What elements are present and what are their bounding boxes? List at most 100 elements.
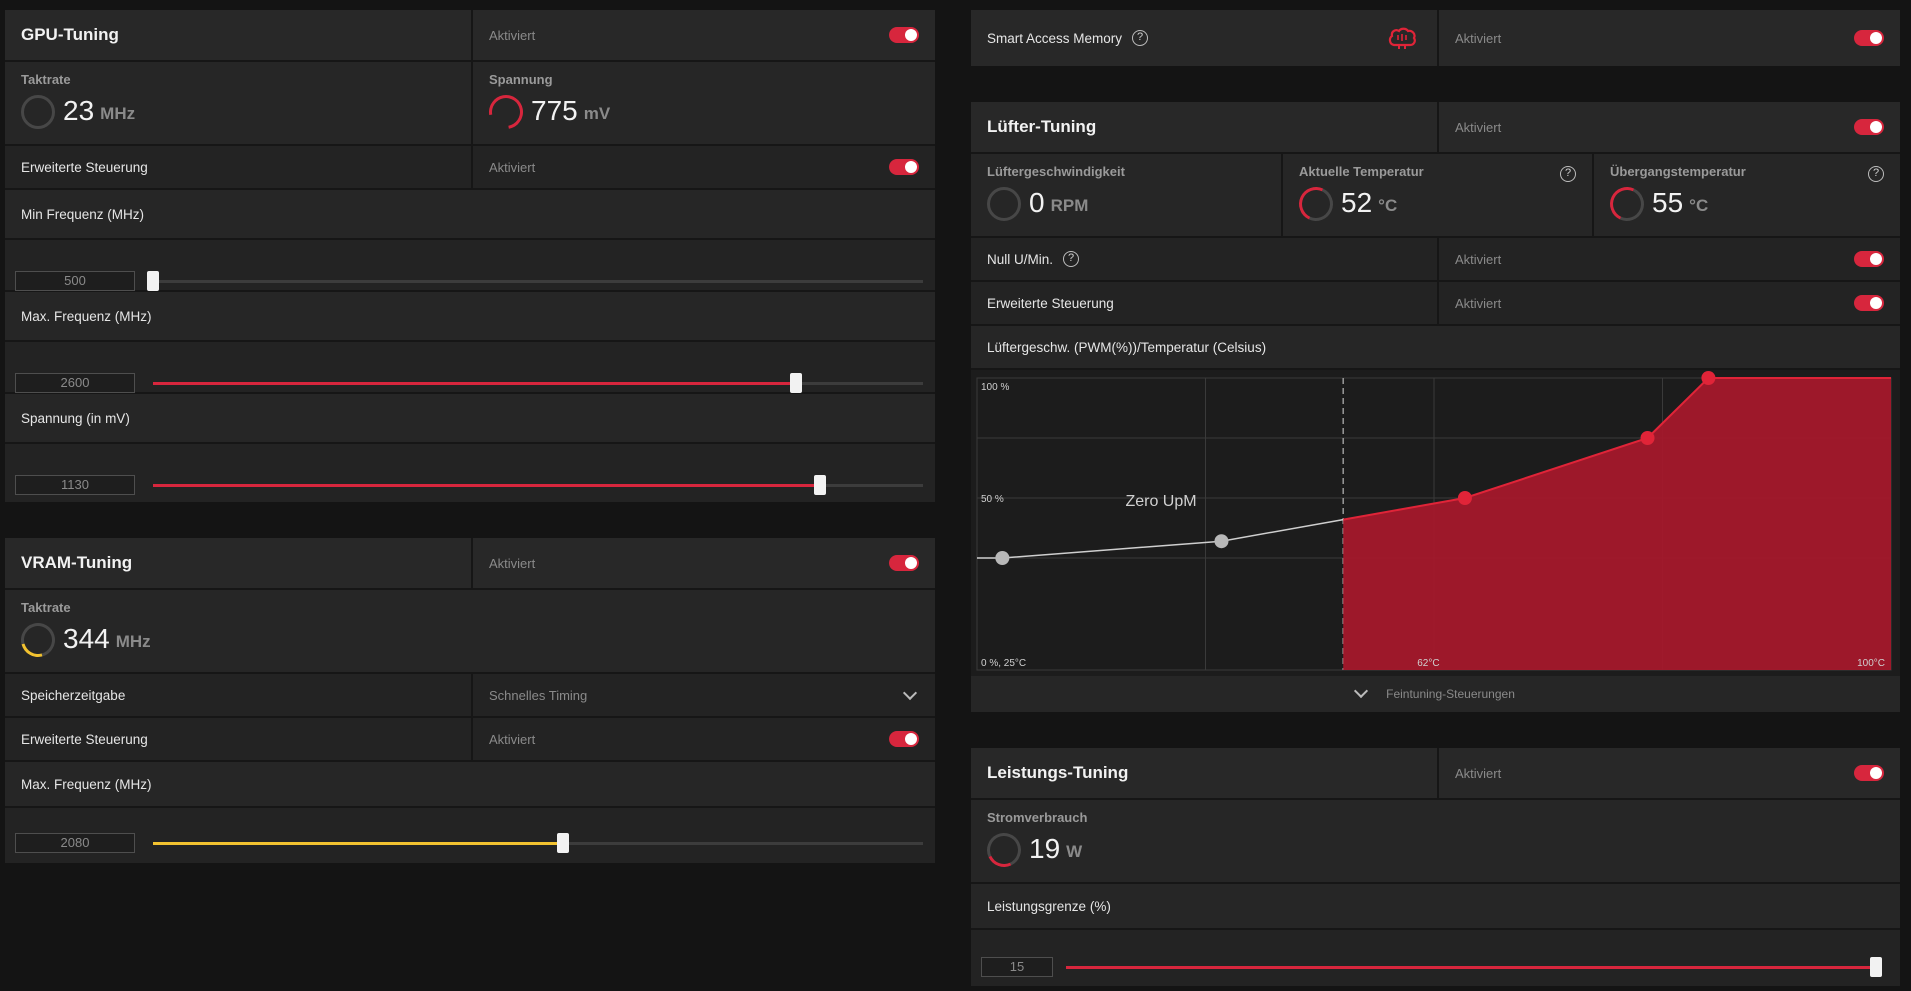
sam-panel: Smart Access Memory ? Aktiviert bbox=[971, 10, 1900, 66]
gpu-max-freq-input[interactable]: 2600 bbox=[15, 373, 135, 393]
gpu-tuning-status: Aktiviert bbox=[489, 27, 536, 43]
gpu-advanced-toggle[interactable] bbox=[889, 159, 919, 175]
vram-advanced-toggle[interactable] bbox=[889, 731, 919, 747]
gpu-voltage-unit: mV bbox=[583, 104, 611, 123]
gpu-tuning-panel: GPU-Tuning Aktiviert Taktrate 23 MHz Spa… bbox=[5, 10, 935, 502]
sam-label: Smart Access Memory bbox=[987, 30, 1123, 46]
power-usage-metric: Stromverbrauch 19 W bbox=[971, 800, 1437, 882]
power-usage-unit: W bbox=[1066, 842, 1083, 861]
fan-junction-value: 55 bbox=[1652, 187, 1684, 218]
fan-curve-title: Lüftergeschw. (PWM(%))/Temperatur (Celsi… bbox=[987, 339, 1267, 355]
vram-clock-gauge-icon bbox=[14, 616, 62, 664]
power-limit-thumb[interactable] bbox=[1870, 957, 1882, 977]
vram-timing-label: Speicherzeitgabe bbox=[21, 687, 126, 703]
gpu-voltage-label: Spannung bbox=[489, 72, 553, 87]
gpu-clock-gauge-icon bbox=[21, 95, 55, 129]
vram-tuning-toggle[interactable] bbox=[889, 555, 919, 571]
vram-advanced-label: Erweiterte Steuerung bbox=[21, 731, 148, 747]
gpu-max-freq-thumb[interactable] bbox=[789, 373, 802, 393]
help-icon[interactable]: ? bbox=[1132, 30, 1149, 46]
gpu-clock-value: 23 bbox=[63, 95, 95, 126]
fan-speed-metric: Lüftergeschwindigkeit 0 RPM bbox=[971, 154, 1281, 236]
gpu-clock-metric: Taktrate 23 MHz bbox=[5, 62, 471, 144]
gpu-tuning-toggle[interactable] bbox=[889, 27, 919, 43]
sam-toggle[interactable] bbox=[1854, 30, 1884, 46]
y-tick-label-50: 50 % bbox=[981, 494, 1004, 505]
gpu-voltage-limit-input[interactable]: 1130 bbox=[15, 475, 135, 495]
y-tick-label-0: 0 %, 25°C bbox=[981, 658, 1026, 669]
fan-junction-metric: Übergangstemperatur ? 55 °C bbox=[1592, 154, 1900, 236]
vram-timing-dropdown[interactable]: Schnelles Timing bbox=[471, 674, 935, 716]
fan-tuning-status: Aktiviert bbox=[1455, 119, 1502, 135]
gpu-min-freq-input[interactable]: 500 bbox=[15, 271, 135, 291]
gpu-voltage-limit-slider[interactable] bbox=[153, 475, 923, 495]
zero-rpm-toggle[interactable] bbox=[1854, 251, 1884, 267]
vram-clock-label: Taktrate bbox=[21, 600, 71, 615]
vram-max-freq-slider[interactable] bbox=[153, 833, 923, 853]
power-usage-value: 19 bbox=[1029, 833, 1061, 864]
fan-advanced-status: Aktiviert bbox=[1455, 295, 1502, 311]
help-icon[interactable]: ? bbox=[1063, 251, 1080, 267]
vram-tuning-status: Aktiviert bbox=[489, 555, 536, 571]
fan-speed-unit: RPM bbox=[1050, 196, 1089, 215]
fan-curve-point-4[interactable] bbox=[1640, 431, 1655, 445]
vram-max-freq-input[interactable]: 2080 bbox=[15, 833, 135, 853]
gpu-advanced-status: Aktiviert bbox=[489, 159, 536, 175]
help-icon[interactable]: ? bbox=[1868, 166, 1884, 182]
fan-curve-area bbox=[1343, 378, 1891, 670]
gpu-voltage-gauge-icon bbox=[482, 88, 530, 136]
fan-curve-point-5[interactable] bbox=[1701, 371, 1716, 385]
fan-advanced-label: Erweiterte Steuerung bbox=[987, 295, 1114, 311]
fan-temp-value: 52 bbox=[1341, 187, 1373, 218]
power-tuning-panel: Leistungs-Tuning Aktiviert Stromverbrauc… bbox=[971, 748, 1900, 986]
fan-speed-gauge-icon bbox=[987, 187, 1021, 221]
fan-junction-label: Übergangstemperatur bbox=[1610, 164, 1746, 179]
fan-curve-point-1[interactable] bbox=[995, 551, 1010, 565]
fan-junction-gauge-icon bbox=[1605, 182, 1649, 226]
zero-rpm-label: Null U/Min. bbox=[987, 251, 1054, 267]
power-limit-input[interactable]: 15 bbox=[981, 957, 1053, 977]
vram-clock-unit: MHz bbox=[115, 632, 151, 651]
power-usage-label: Stromverbrauch bbox=[987, 810, 1088, 825]
fan-curve-point-3[interactable] bbox=[1457, 491, 1472, 505]
fan-temp-metric: Aktuelle Temperatur ? 52 °C bbox=[1281, 154, 1592, 236]
help-icon[interactable]: ? bbox=[1560, 166, 1576, 182]
gpu-min-freq-slider[interactable] bbox=[147, 271, 923, 291]
zero-rpm-label: Zero UpM bbox=[1125, 493, 1196, 510]
gpu-voltage-metric: Spannung 775 mV bbox=[471, 62, 935, 144]
chevron-down-icon bbox=[1354, 683, 1369, 699]
vram-clock-metric: Taktrate 344 MHz bbox=[5, 590, 471, 672]
gpu-advanced-label: Erweiterte Steuerung bbox=[21, 159, 148, 175]
gpu-min-freq-label: Min Frequenz (MHz) bbox=[21, 206, 145, 222]
fan-advanced-toggle[interactable] bbox=[1854, 295, 1884, 311]
gpu-min-freq-thumb[interactable] bbox=[147, 271, 159, 291]
fan-curve-chart[interactable]: 100 % 50 % 0 %, 25°C 62°C 100°C Zero UpM bbox=[971, 370, 1900, 676]
x-tick-label-100: 100°C bbox=[1857, 658, 1885, 669]
fan-curve-point-2[interactable] bbox=[1214, 534, 1229, 549]
chevron-down-icon bbox=[902, 685, 918, 701]
power-tuning-status: Aktiviert bbox=[1455, 765, 1502, 781]
gpu-max-freq-label: Max. Frequenz (MHz) bbox=[21, 308, 152, 324]
vram-tuning-title: VRAM-Tuning bbox=[21, 553, 133, 572]
fan-speed-value: 0 bbox=[1029, 187, 1045, 218]
power-limit-slider[interactable] bbox=[1066, 957, 1882, 977]
vram-max-freq-thumb[interactable] bbox=[556, 833, 569, 853]
brain-icon bbox=[1388, 27, 1416, 49]
gpu-tuning-title: GPU-Tuning bbox=[21, 25, 119, 44]
y-tick-label-100: 100 % bbox=[981, 382, 1009, 393]
fan-tuning-toggle[interactable] bbox=[1854, 119, 1884, 135]
gpu-max-freq-slider[interactable] bbox=[153, 373, 923, 393]
fan-temp-label: Aktuelle Temperatur bbox=[1299, 164, 1424, 179]
fan-junction-unit: °C bbox=[1689, 196, 1709, 215]
power-tuning-toggle[interactable] bbox=[1854, 765, 1884, 781]
fan-speed-label: Lüftergeschwindigkeit bbox=[987, 164, 1125, 179]
gpu-voltage-value: 775 bbox=[531, 95, 578, 126]
gpu-voltage-limit-thumb[interactable] bbox=[813, 475, 826, 495]
gpu-voltage-limit-label: Spannung (in mV) bbox=[21, 410, 130, 426]
fine-tuning-toggle[interactable]: Feintuning-Steuerungen bbox=[971, 676, 1900, 712]
sam-status: Aktiviert bbox=[1455, 30, 1502, 46]
fine-tuning-label: Feintuning-Steuerungen bbox=[1386, 687, 1515, 701]
power-tuning-title: Leistungs-Tuning bbox=[987, 763, 1129, 782]
zero-rpm-status: Aktiviert bbox=[1455, 251, 1502, 267]
fan-temp-gauge-icon bbox=[1294, 182, 1338, 226]
